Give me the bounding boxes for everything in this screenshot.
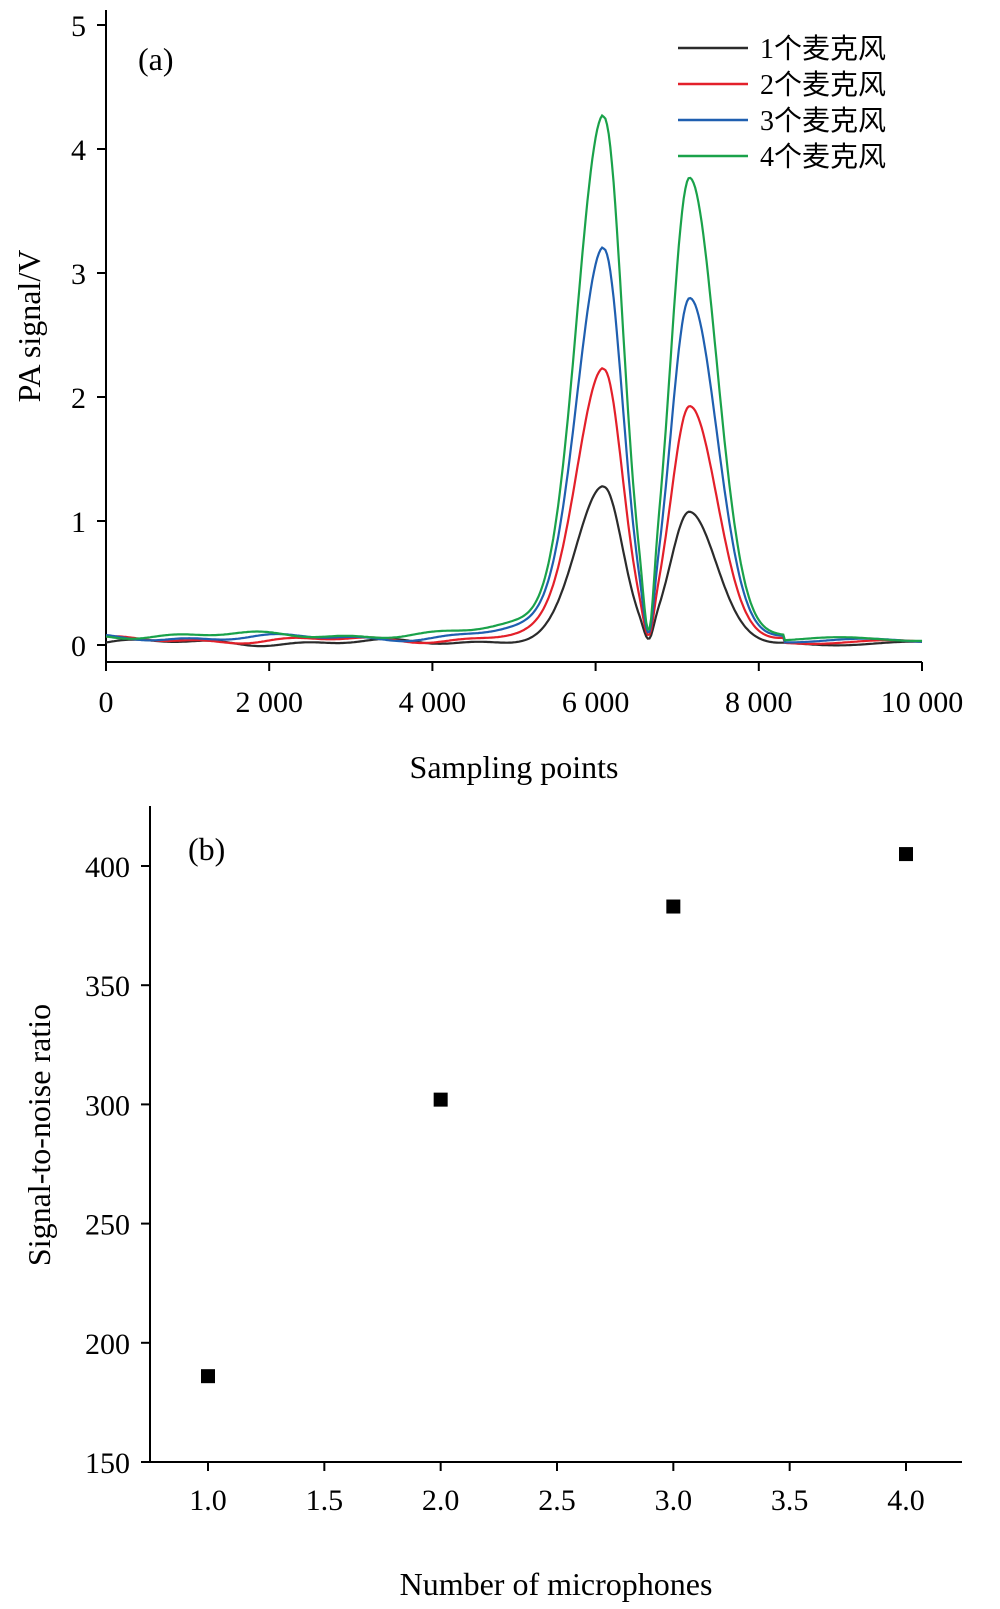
panel-a-x-tick-label: 10 000	[881, 686, 964, 719]
panel-b-x-tick-label: 3.5	[771, 1484, 809, 1517]
panel-a-series-lines	[105, 113, 923, 648]
panel-a-legend: 1个麦克风 2个麦克风 3个麦克风 4个麦克风	[678, 33, 886, 173]
panel-a-label: (a)	[138, 41, 174, 77]
panel-a-x-tick-label: 0	[99, 686, 114, 719]
panel-a-y-tick-label: 4	[71, 134, 86, 167]
panel-a-x-tick-label: 6 000	[562, 686, 630, 719]
legend-label-3: 3个麦克风	[760, 105, 886, 137]
panel-a-x-tick-label: 8 000	[725, 686, 793, 719]
legend-label-1: 1个麦克风	[760, 33, 886, 65]
panel-b-y-tick-label: 300	[85, 1089, 130, 1122]
panel-b-axes	[149, 806, 962, 1463]
panel-b-y-axis-label: Signal-to-noise ratio	[21, 1004, 57, 1266]
panel-b-y-tick-label: 250	[85, 1209, 130, 1242]
panel-b-x-tick-label: 1.5	[306, 1484, 344, 1517]
panel-b-label: (b)	[188, 831, 225, 867]
panel-a-ticks: 0 2 000 4 000 6 000 8 000 10 000 0 1 2 3 4 5	[71, 10, 963, 719]
panel-b-x-tick-label: 1.0	[189, 1484, 227, 1517]
series-line-4	[105, 113, 922, 642]
panel-a: 0 2 000 4 000 6 000 8 000 10 000 0 1 2 3 4 5 1个麦克风 2…	[11, 10, 963, 785]
panel-a-y-tick-label: 5	[71, 10, 86, 43]
scatter-point-2	[433, 1092, 448, 1107]
panel-a-x-tick-label: 2 000	[235, 686, 303, 719]
panel-b-y-tick-label: 350	[85, 970, 130, 1003]
series-line-1	[105, 485, 923, 648]
panel-a-y-axis-label: PA signal/V	[11, 250, 47, 403]
panel-a-y-tick-label: 3	[71, 258, 86, 291]
series-line-3	[105, 246, 923, 644]
legend-label-2: 2个麦克风	[760, 69, 886, 101]
panel-a-y-tick-label: 0	[71, 630, 86, 663]
series-line-2	[105, 366, 923, 645]
panel-a-axes	[105, 10, 922, 663]
panel-b-x-axis-label: Number of microphones	[400, 1566, 713, 1602]
scatter-point-4	[899, 847, 913, 862]
panel-a-x-axis-label: Sampling points	[410, 749, 619, 785]
panel-a-y-tick-label: 1	[71, 506, 86, 539]
panel-a-y-tick-label: 2	[71, 382, 86, 415]
panel-b-x-tick-label: 2.0	[422, 1484, 460, 1517]
scatter-point-1	[201, 1369, 215, 1384]
legend-label-4: 4个麦克风	[760, 141, 886, 173]
panel-b: 1.0 1.5 2.0 2.5 3.0 3.5 4.0150200250300350400 …	[21, 806, 962, 1602]
panel-b-x-tick-label: 4.0	[887, 1484, 925, 1517]
panel-b-x-tick-label: 3.0	[655, 1484, 693, 1517]
panel-b-ticks: 1.0 1.5 2.0 2.5 3.0 3.5 4.0 150 200 250 300 350 400	[85, 851, 925, 1517]
panel-b-points	[201, 847, 913, 1384]
panel-b-x-tick-label: 2.5	[538, 1484, 576, 1517]
scatter-point-3	[666, 899, 681, 914]
panel-b-y-tick-label: 400	[85, 851, 130, 884]
panel-b-y-tick-label: 150	[85, 1447, 130, 1480]
panel-a-x-tick-label: 4 000	[399, 686, 467, 719]
panel-b-y-tick-label: 200	[85, 1328, 130, 1361]
